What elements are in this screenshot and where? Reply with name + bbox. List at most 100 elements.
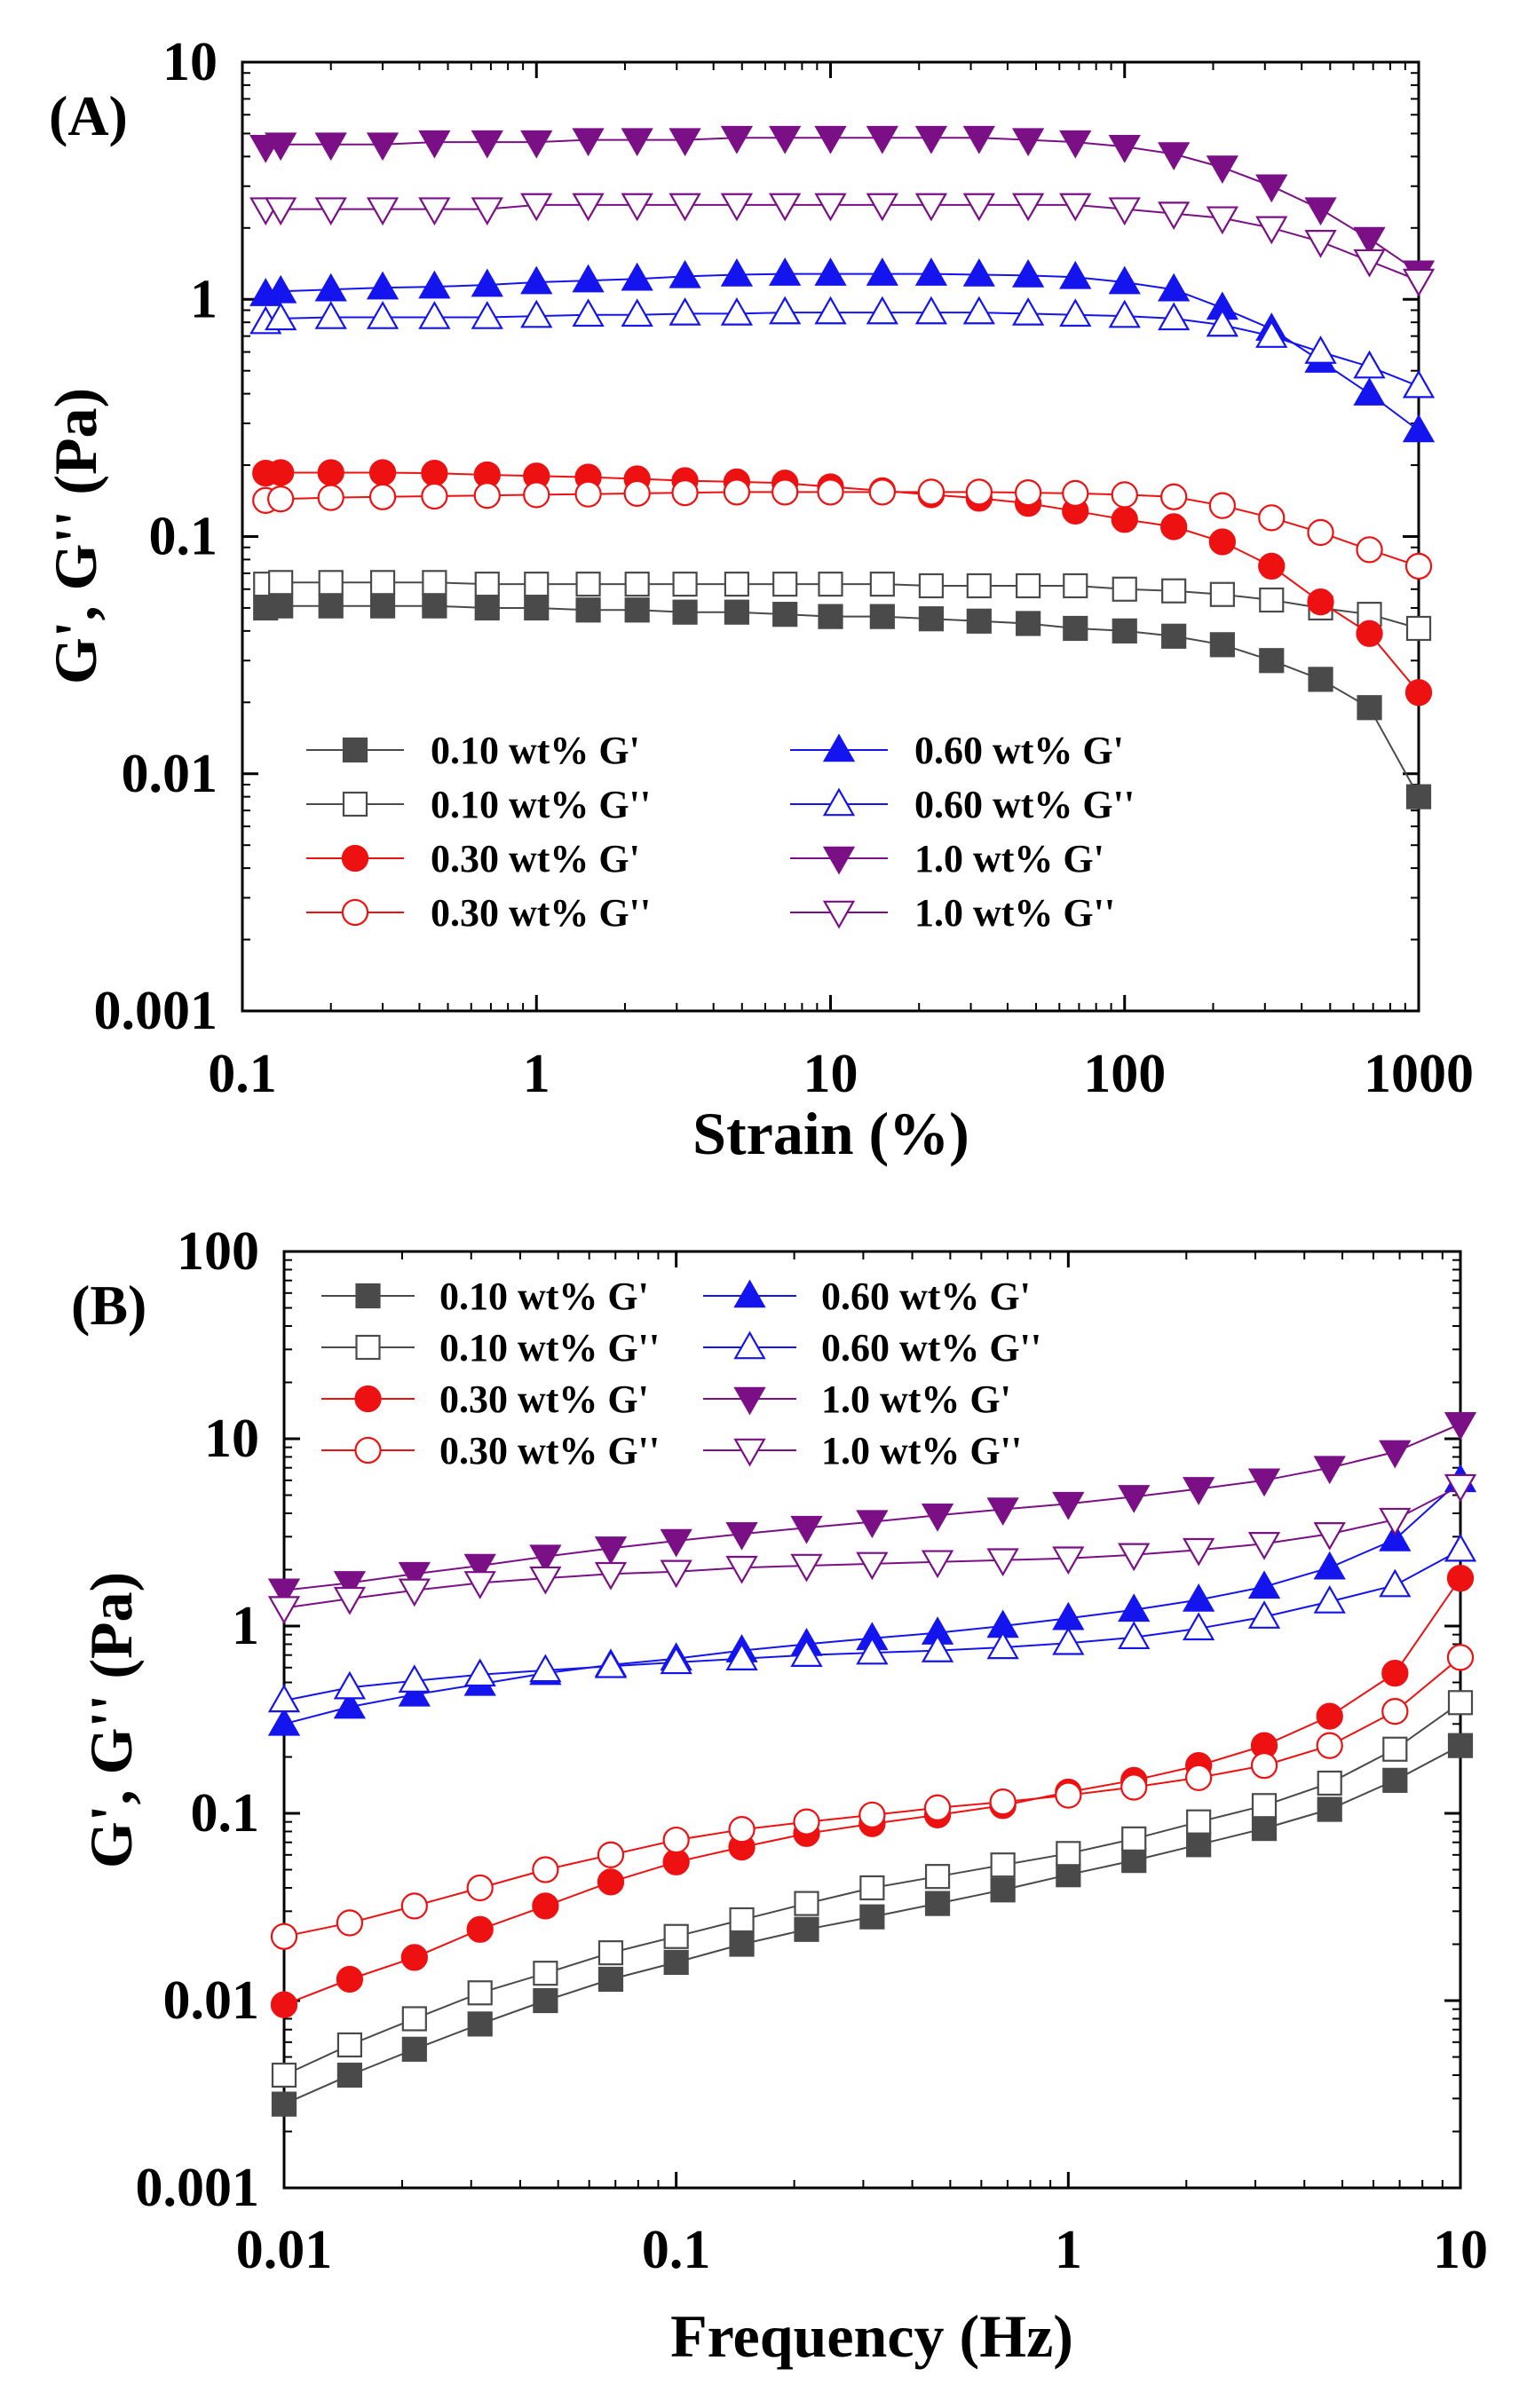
data-point [914, 125, 948, 154]
data-point [1258, 552, 1286, 580]
legend-marker [355, 1334, 381, 1361]
y-tick-label: 0.01 [122, 744, 218, 804]
data-point [572, 128, 605, 157]
legend-label: 0.30 wt% G'' [431, 891, 651, 935]
data-point [769, 125, 802, 154]
data-point [398, 1578, 431, 1607]
data-point [463, 1658, 496, 1687]
data-point [672, 599, 698, 625]
data-point [1121, 1848, 1147, 1874]
data-point [317, 484, 344, 511]
data-point [1118, 1485, 1151, 1513]
data-point [914, 257, 948, 286]
data-point [1118, 1593, 1151, 1622]
data-point [1056, 1862, 1081, 1888]
data-point [1353, 377, 1386, 406]
data-point [1247, 1468, 1281, 1497]
data-point [720, 193, 754, 222]
data-point [572, 193, 605, 222]
data-point [660, 1559, 692, 1589]
y-tick-label: 10 [162, 32, 218, 92]
data-point [921, 1503, 954, 1532]
data-point [1251, 1793, 1278, 1819]
y-axis-label: G', G'' (Pa) [77, 1572, 145, 1868]
data-point [1016, 611, 1041, 636]
legend-marker [733, 1438, 766, 1467]
data-point [1247, 1532, 1281, 1560]
data-point [720, 125, 754, 154]
data-point [1059, 260, 1092, 289]
series-line [283, 1485, 1461, 1609]
data-point [474, 595, 500, 621]
data-point [422, 593, 447, 619]
data-point [314, 301, 347, 329]
data-point [418, 270, 451, 299]
data-point [1404, 679, 1433, 707]
data-point [532, 1856, 559, 1883]
data-point [1304, 230, 1337, 258]
legend-item: 0.60 wt% G'' [790, 783, 1135, 826]
data-point [1255, 320, 1288, 348]
y-tick-label: 1 [232, 1596, 259, 1656]
data-point [729, 1931, 755, 1957]
data-point [794, 1891, 819, 1916]
data-point [369, 593, 396, 619]
data-point [966, 608, 992, 634]
legend: 0.10 wt% G' 0.10 wt% G'' 0.30 wt% G' 0.30 w… [321, 1275, 1041, 1472]
legend-marker [355, 1283, 381, 1309]
data-point [267, 1707, 301, 1736]
data-point [1313, 1585, 1346, 1614]
x-axis-label: Frequency (Hz) [670, 2302, 1073, 2370]
data-point [1108, 265, 1141, 295]
data-point [1405, 784, 1432, 809]
data-point [1316, 1702, 1343, 1730]
data-point [1158, 272, 1191, 302]
data-point [1011, 296, 1045, 326]
data-point [918, 572, 945, 599]
legend-marker [822, 787, 856, 817]
legend-label: 0.10 wt% G' [431, 729, 640, 772]
data-point [1011, 193, 1045, 222]
data-point [769, 193, 802, 222]
legend-item: 0.10 wt% G' [321, 1275, 649, 1318]
data-point [265, 302, 297, 331]
data-point [1247, 1570, 1281, 1599]
data-point [1011, 258, 1045, 288]
data-point [523, 481, 550, 509]
data-point [858, 1801, 886, 1828]
data-point [724, 599, 750, 625]
data-point [1353, 249, 1386, 278]
data-point [671, 479, 699, 507]
data-point [1206, 155, 1239, 185]
data-point [1120, 1773, 1148, 1801]
data-point [814, 296, 847, 325]
legend-item: 0.30 wt% G' [321, 1378, 649, 1421]
series-6 [249, 125, 1436, 289]
data-point [574, 480, 602, 508]
series-5 [267, 1533, 1477, 1713]
data-point [1255, 174, 1288, 203]
data-point [368, 459, 397, 486]
data-point [1183, 1537, 1215, 1567]
data-point [398, 1664, 431, 1693]
data-point [267, 1578, 301, 1607]
data-point [1381, 1698, 1409, 1725]
data-point [1258, 504, 1286, 532]
data-point [1183, 1612, 1215, 1641]
data-point [467, 1980, 493, 2006]
data-point [1185, 1764, 1213, 1791]
data-point [366, 197, 400, 226]
data-point [1402, 268, 1436, 297]
data-point [466, 1874, 494, 1902]
data-point [1308, 667, 1333, 692]
data-point [401, 2006, 427, 2032]
series-0 [271, 1733, 1474, 2117]
data-point [471, 301, 503, 329]
data-point [1382, 1736, 1408, 1762]
data-point [314, 272, 347, 302]
data-point [401, 2036, 427, 2062]
data-point [624, 572, 650, 597]
data-point [1357, 695, 1382, 721]
y-tick-label: 0.01 [163, 1970, 260, 2031]
